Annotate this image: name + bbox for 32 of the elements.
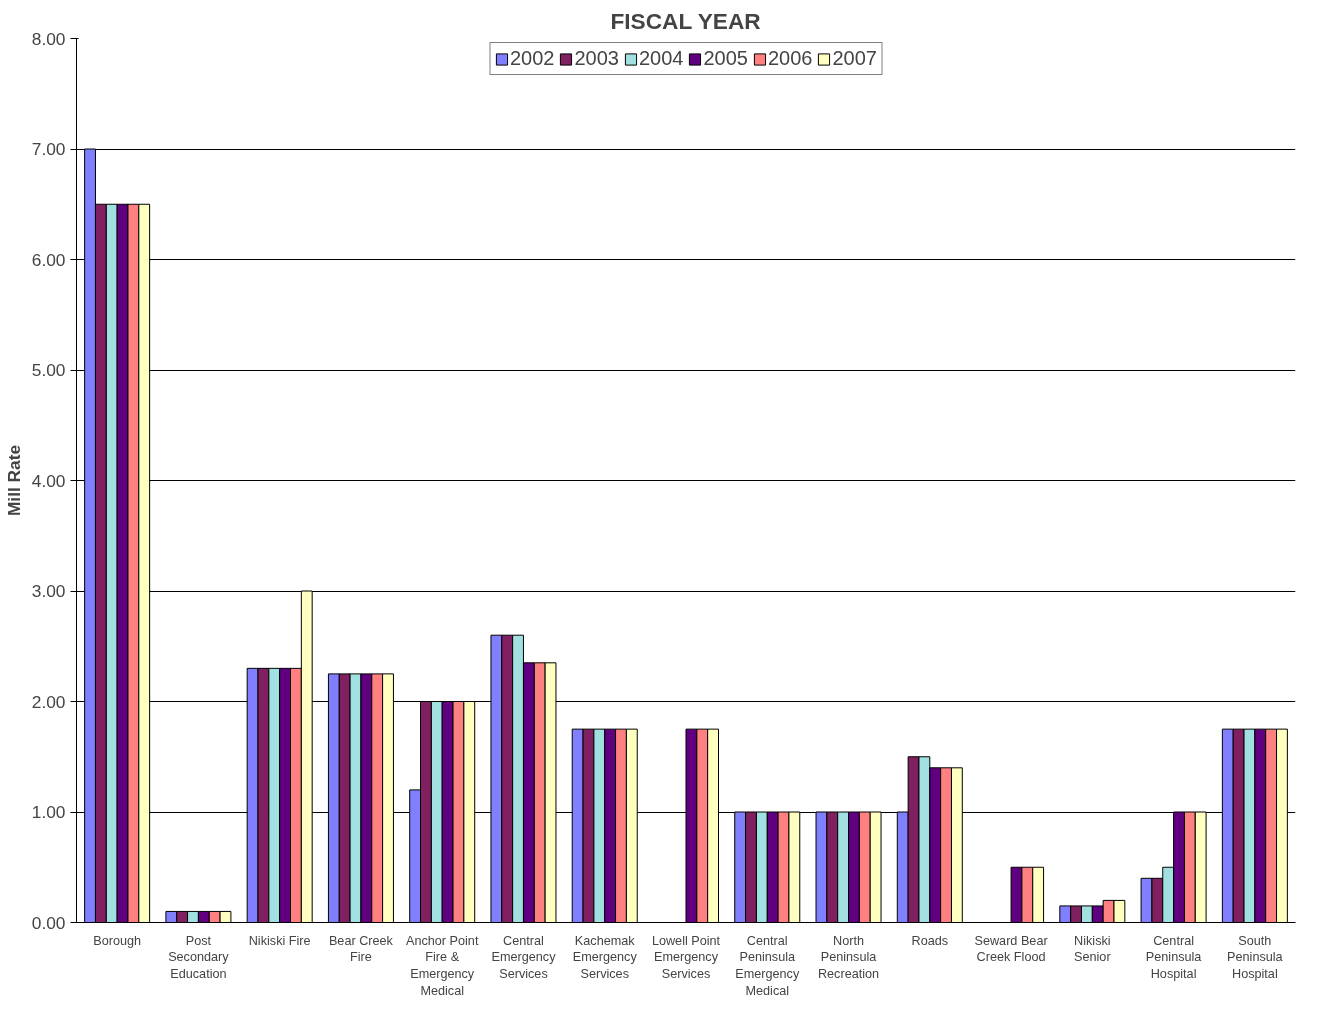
y-tick-label: 4.00 — [31, 470, 66, 491]
legend-label: 2006 — [768, 47, 813, 70]
x-tick-label: North Peninsula Recreation — [817, 933, 880, 982]
y-axis-title: Mill Rate — [3, 444, 24, 517]
x-tick-label: Central Peninsula Hospital — [1145, 933, 1203, 982]
y-tick-label: 6.00 — [31, 249, 66, 270]
x-tick-label: Nikiski Fire — [248, 933, 311, 948]
y-tick-label: 1.00 — [31, 802, 66, 822]
legend-label: 2003 — [574, 47, 619, 70]
legend-label: 2005 — [703, 47, 748, 70]
y-tick-label: 7.00 — [31, 139, 66, 159]
y-tick-label: 2.00 — [31, 691, 66, 712]
x-tick-label: Anchor Point Fire & Emergency Medical — [405, 933, 479, 998]
legend-label: 2002 — [510, 47, 555, 70]
x-tick-label: Post Secondary Education — [168, 933, 230, 982]
y-tick-label: 0.00 — [31, 912, 66, 933]
y-tick-label: 5.00 — [31, 360, 66, 380]
chart-title: FISCAL YEAR — [610, 7, 761, 34]
x-tick-label: Kachemak Emergency Services — [572, 933, 638, 982]
x-tick-label: Seward Bear Creek Flood — [974, 933, 1048, 965]
x-tick-label: South Peninsula Hospital — [1227, 933, 1284, 982]
x-tick-label: Nikiski Senior — [1074, 933, 1111, 965]
legend-label: 2007 — [832, 47, 877, 70]
x-tick-label: Lowell Point Emergency Services — [651, 933, 721, 982]
x-tick-label: Borough — [93, 933, 142, 948]
x-tick-label: Roads — [911, 933, 949, 948]
x-tick-label: Bear Creek Fire — [328, 933, 394, 965]
x-tick-label: Central Emergency Services — [491, 933, 557, 982]
legend-label: 2004 — [639, 47, 684, 70]
y-tick-label: 8.00 — [31, 28, 66, 49]
y-tick-label: 3.00 — [31, 581, 66, 601]
x-tick-label: Central Peninsula Emergency Medical — [735, 933, 800, 998]
